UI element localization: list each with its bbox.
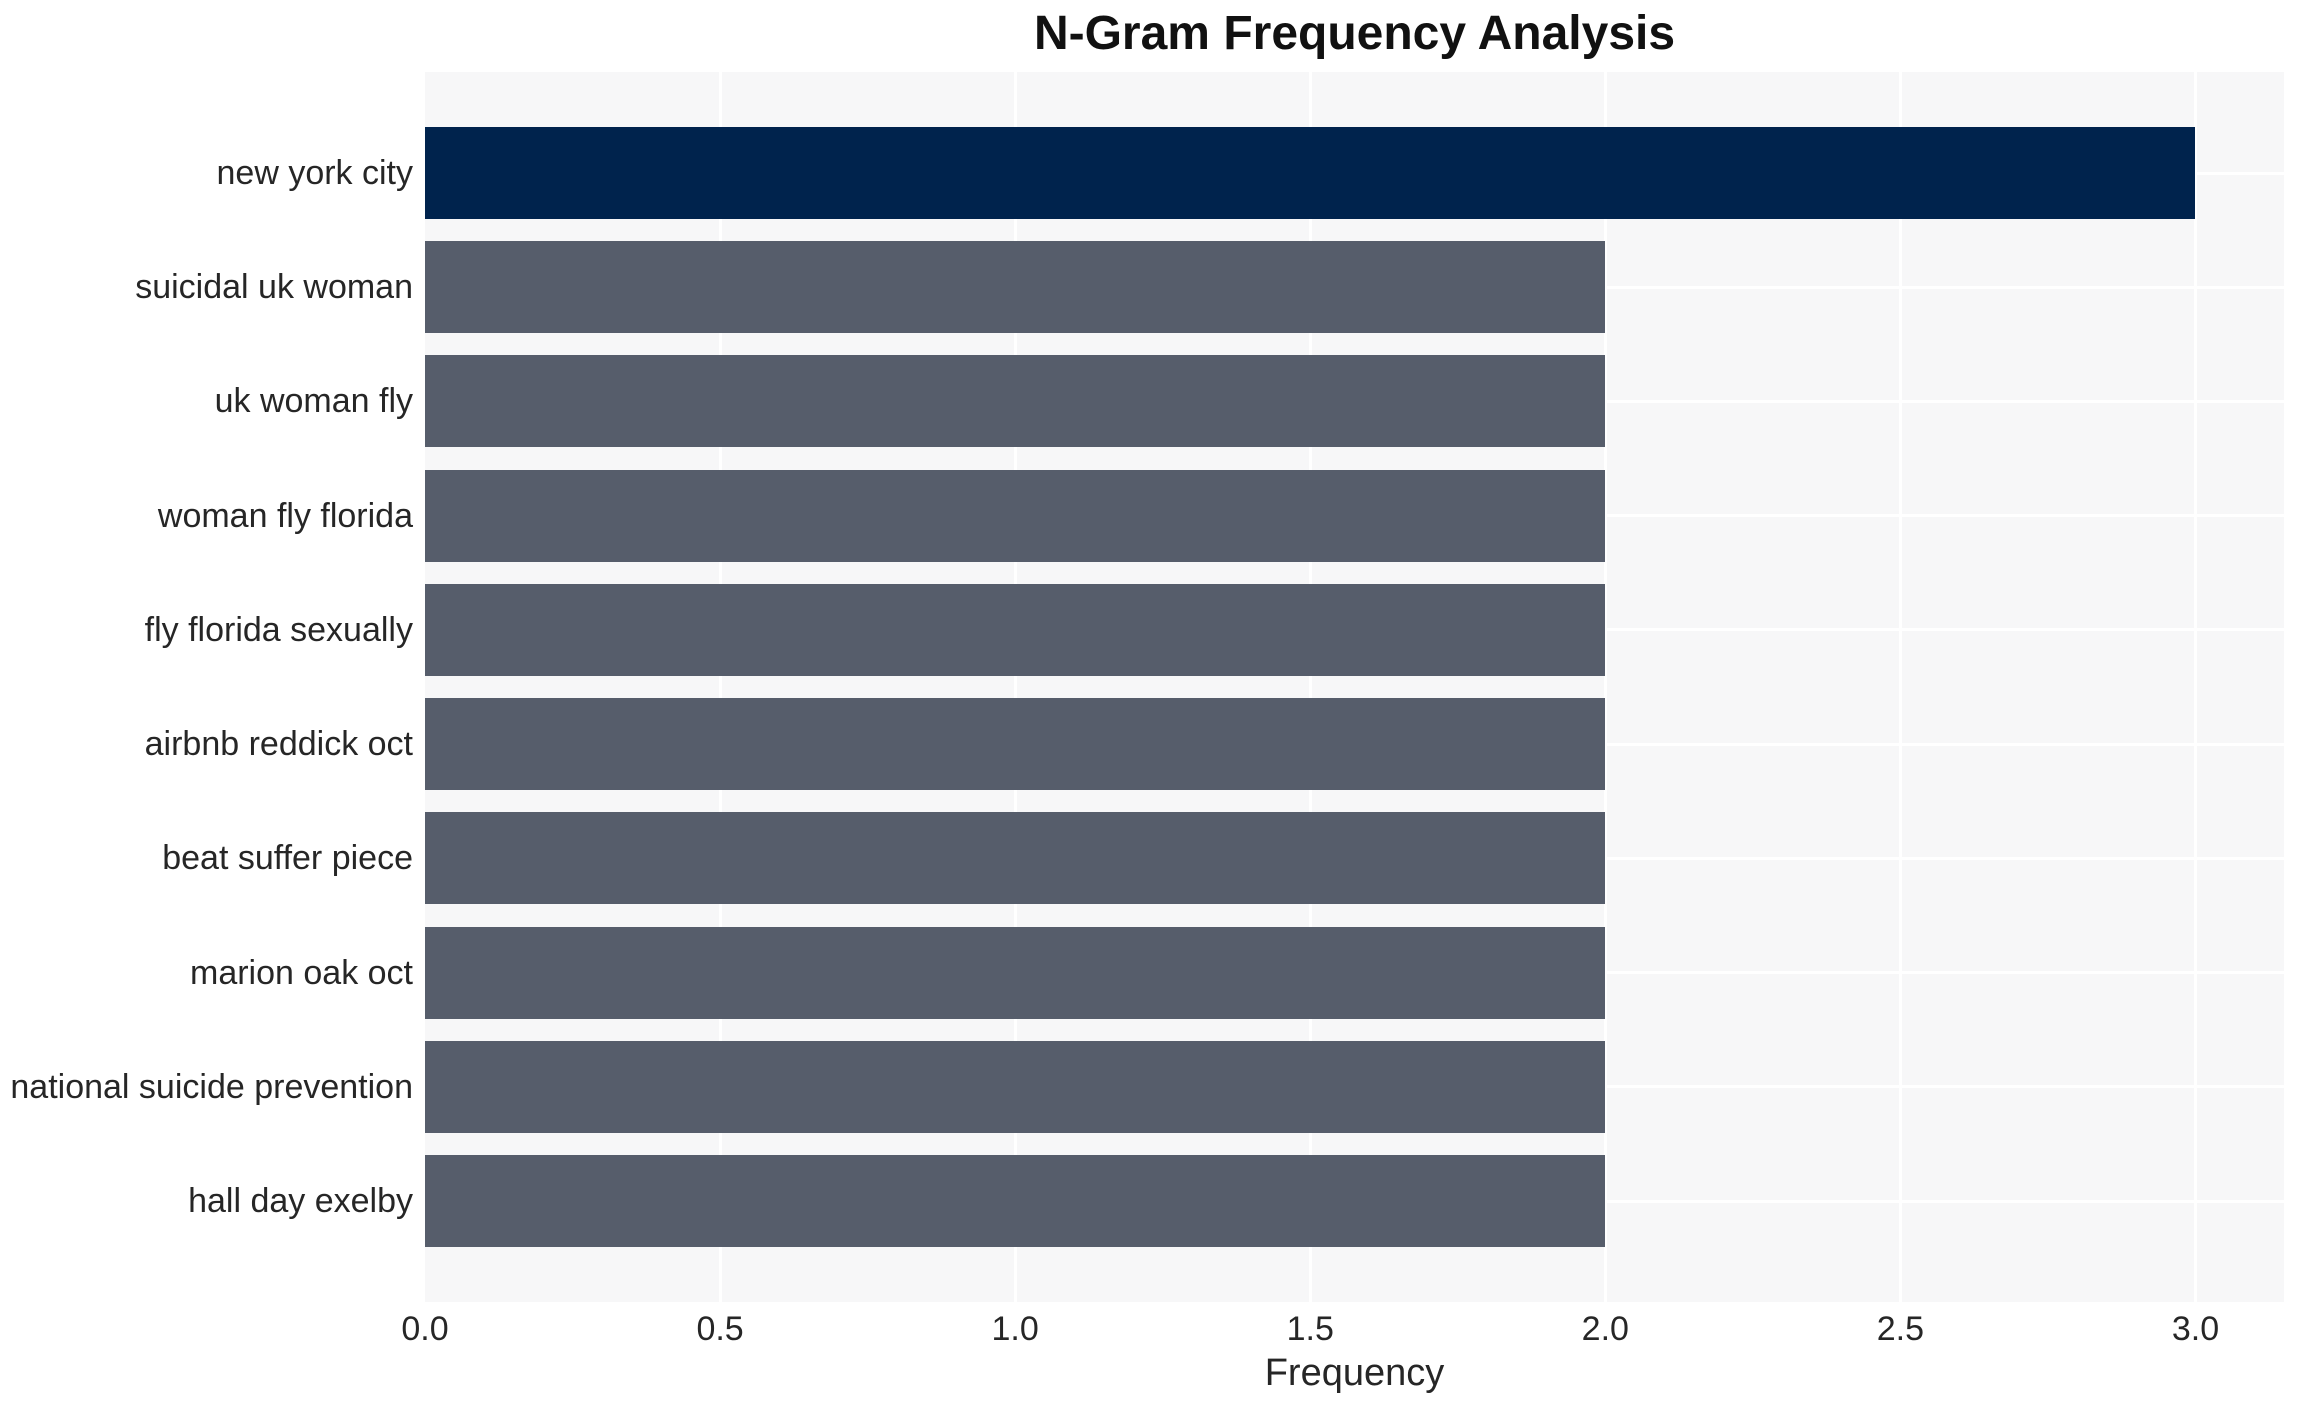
y-tick-label: hall day exelby <box>188 1182 413 1220</box>
bar-airbnb-reddick-oct <box>425 698 1606 791</box>
bar-suicidal-uk-woman <box>425 241 1606 334</box>
y-axis-labels: new york city suicidal uk woman uk woman f… <box>0 72 413 1302</box>
gridline-vertical <box>1013 72 1017 1302</box>
x-tick-label: 0.5 <box>696 1310 744 1348</box>
bar-fly-florida-sexually <box>425 583 1606 676</box>
plot-area <box>425 72 2284 1302</box>
y-tick-label: fly florida sexually <box>144 610 413 649</box>
bar-uk-woman-fly <box>425 355 1606 448</box>
y-tick-label: new york city <box>216 154 414 192</box>
x-tick-label: 3.0 <box>2171 1310 2220 1348</box>
gridline-vertical <box>1898 72 1902 1302</box>
x-tick-label: 1.0 <box>991 1310 1039 1348</box>
chart-title: N-Gram Frequency Analysis <box>1033 7 1676 60</box>
y-tick-label: marion oak oct <box>190 953 413 992</box>
bar-hall-day-exelby <box>425 1155 1606 1247</box>
x-tick-label: 0.0 <box>401 1310 449 1348</box>
y-tick-label: woman fly florida <box>157 496 413 535</box>
bar-woman-fly-florida <box>425 469 1606 562</box>
bar-new-york-city <box>425 127 2196 219</box>
gridline-vertical <box>1603 72 1607 1302</box>
y-tick-label: airbnb reddick oct <box>144 725 413 764</box>
bar-beat-suffer-piece <box>425 812 1606 905</box>
y-tick-label: suicidal uk woman <box>135 268 413 307</box>
y-tick-label: uk woman fly <box>214 382 413 421</box>
y-tick-label: national suicide prevention <box>10 1067 413 1106</box>
bar-national-suicide-prevention <box>425 1040 1606 1133</box>
x-axis-tick-labels: 0.0 0.5 1.0 1.5 2.0 2.5 3.0 <box>401 1310 2284 1356</box>
bar-marion-oak-oct <box>425 926 1606 1019</box>
gridline-vertical <box>2193 72 2197 1302</box>
x-tick-label: 2.0 <box>1581 1310 1629 1348</box>
y-tick-label: beat suffer piece <box>162 839 413 878</box>
gridline-vertical <box>1308 72 1312 1302</box>
x-tick-label: 1.5 <box>1286 1310 1334 1348</box>
x-axis-title: Frequency <box>1264 1352 1445 1394</box>
x-tick-label: 2.5 <box>1876 1310 1925 1348</box>
gridline-vertical <box>718 72 722 1302</box>
